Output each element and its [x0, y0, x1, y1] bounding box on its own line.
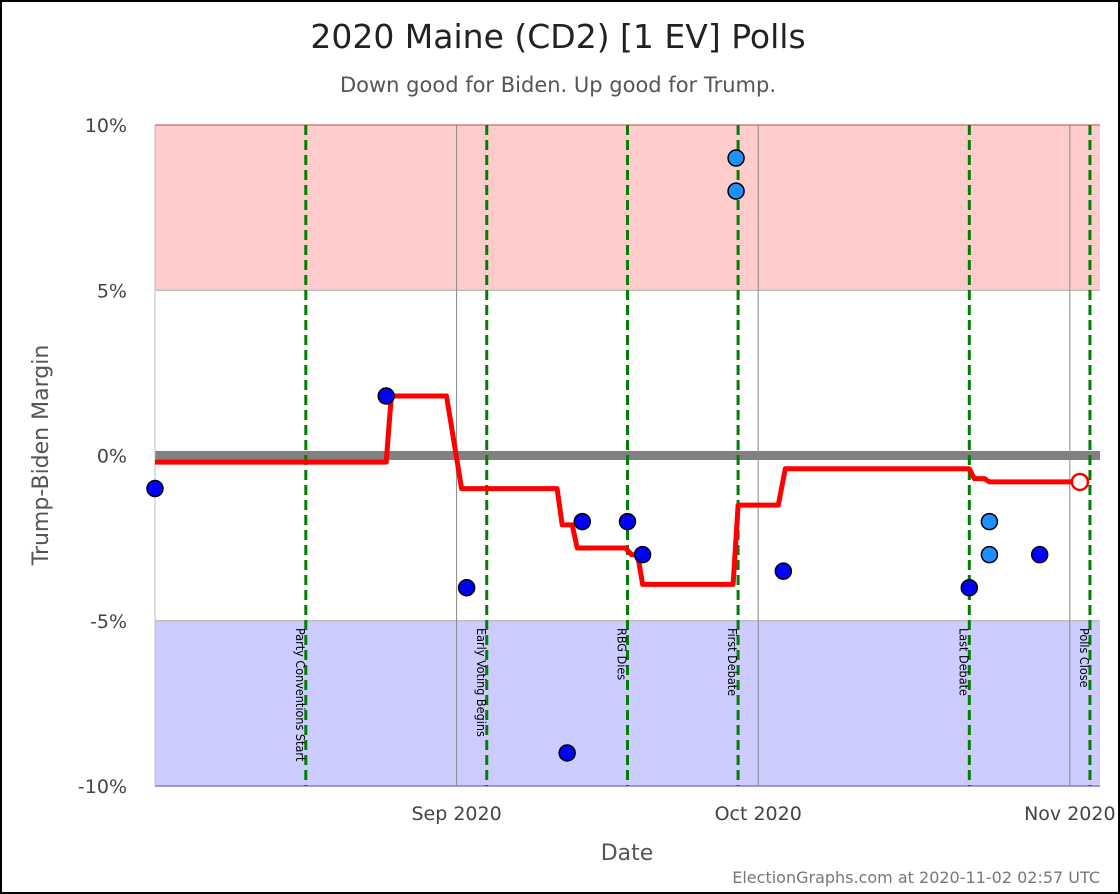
- credit-text: ElectionGraphs.com at 2020-11-02 02:57 U…: [732, 868, 1100, 887]
- poll-point: [980, 545, 999, 564]
- poll-point: [1030, 545, 1049, 564]
- poll-point: [727, 182, 745, 200]
- poll-point: [618, 512, 637, 531]
- y-tick-label: 0%: [97, 446, 127, 468]
- poll-point: [573, 512, 592, 531]
- event-lines: Party Conventions Start Early Voting Begi…: [293, 125, 1092, 786]
- x-tick-label: Nov 2020: [1024, 803, 1115, 825]
- x-tick-label: Sep 2020: [411, 803, 501, 825]
- y-tick-label: 10%: [85, 115, 127, 137]
- poll-point: [377, 387, 395, 405]
- event-label: RBG Dies: [615, 628, 630, 680]
- y-axis-label: Trump-Biden Margin: [29, 345, 54, 567]
- event-label: Polls Close: [1077, 628, 1092, 688]
- poll-point: [146, 479, 164, 498]
- poll-point: [980, 512, 999, 531]
- x-axis-label: Date: [601, 841, 654, 866]
- event-label: Last Debate: [956, 628, 971, 696]
- chart-title: 2020 Maine (CD2) [1 EV] Polls: [310, 17, 805, 56]
- average-line-path: [155, 393, 1080, 587]
- y-tick-label: -10%: [78, 776, 127, 798]
- poll-point: [457, 578, 476, 597]
- event-label: Early Voting Begins: [474, 628, 489, 737]
- event-label: Party Conventions Start: [293, 628, 308, 762]
- poll-point: [960, 578, 979, 597]
- poll-point: [633, 545, 652, 564]
- y-tick-label: -5%: [90, 611, 127, 633]
- y-tick-label: 5%: [97, 280, 127, 302]
- average-end-marker: [1070, 472, 1090, 492]
- chart-text: 2020 Maine (CD2) [1 EV] Polls Down good …: [29, 17, 1100, 887]
- poll-points: [146, 149, 1049, 762]
- x-tick-label: Oct 2020: [715, 803, 802, 825]
- poll-point: [558, 744, 576, 762]
- poll-point: [774, 562, 793, 580]
- poll-point: [727, 149, 745, 167]
- average-line: [155, 393, 1090, 587]
- chart-subtitle: Down good for Biden. Up good for Trump.: [340, 73, 776, 97]
- event-label: First Debate: [725, 628, 740, 696]
